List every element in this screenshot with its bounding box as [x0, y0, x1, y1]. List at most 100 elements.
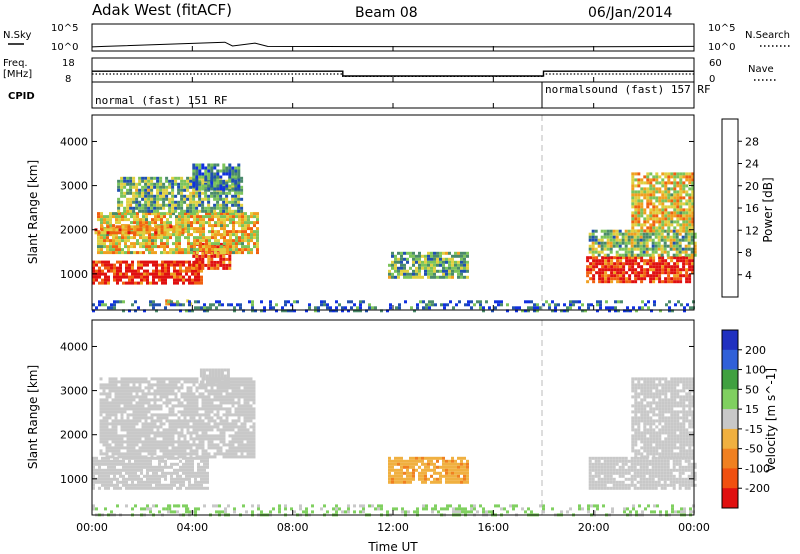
power-cells-cell: [652, 268, 656, 272]
vel-cells-cell: [211, 368, 215, 372]
power-cells-cell: [524, 309, 527, 313]
vel-cells-cell: [128, 471, 131, 475]
vel-cells-cell: [442, 468, 445, 472]
power-cells-cell: [222, 260, 226, 264]
power-cells-cell: [281, 306, 284, 310]
power-cells-cell: [530, 306, 533, 310]
vel-cells-cell: [114, 416, 118, 420]
power-cells-cell: [463, 263, 466, 267]
power-cells-cell: [412, 272, 415, 276]
vel-cells-cell: [445, 474, 448, 478]
power-cells-cell: [101, 269, 104, 273]
power-cells-cell: [168, 209, 172, 213]
power-cells-cell: [120, 191, 124, 195]
power-cells-cell: [180, 182, 184, 186]
power-cells-cell: [247, 233, 250, 237]
vel-cells-cell: [156, 413, 160, 417]
power-cells-cell: [591, 253, 595, 257]
power-cells-cell: [164, 266, 167, 270]
power-cells-cell: [113, 275, 116, 279]
power-cells-cell: [645, 247, 649, 251]
vel-cells-cell: [99, 404, 103, 408]
vel-cells-cell: [445, 477, 448, 481]
power-cells-cell: [118, 245, 121, 249]
power-cells-cell: [194, 275, 197, 279]
vel-cells-cell: [246, 428, 250, 432]
vel-cells-cell: [189, 410, 193, 414]
vel-cells-cell: [122, 483, 125, 487]
power-cells-cell: [205, 236, 208, 240]
power-cells-cell: [604, 256, 608, 260]
power-cells-cell: [667, 193, 671, 197]
vel-cells-cell: [126, 422, 130, 426]
vel-cells-cell: [132, 452, 136, 456]
vel-cells-cell: [117, 446, 121, 450]
power-cells-cell: [430, 275, 433, 279]
vel-cells-cell: [156, 434, 160, 438]
vel-cells-cell: [125, 468, 128, 472]
power-cells-cell: [433, 257, 436, 261]
vel-cells-cell: [403, 462, 406, 466]
power-cells-cell: [124, 231, 128, 235]
power-cells-cell: [643, 217, 647, 221]
vel-cells-cell: [153, 446, 157, 450]
power-cells-cell: [162, 200, 166, 204]
power-cells-cell: [643, 208, 647, 212]
vel-cells-cell: [216, 443, 220, 447]
power-cells-cell: [140, 260, 143, 264]
power-cells-cell: [109, 218, 112, 222]
vel-cells-cell: [177, 449, 181, 453]
power-cells-cell: [226, 248, 229, 252]
power-cells-cell: [143, 260, 146, 264]
vel-cells-cell: [445, 468, 448, 472]
power-cells-cell: [207, 184, 211, 188]
power-cells-cell: [211, 236, 214, 240]
vel-cells-cell: [180, 419, 184, 423]
power-cells-cell: [649, 274, 653, 278]
vel-cells-cell: [129, 431, 133, 435]
power-cells-cell: [141, 197, 145, 201]
vel-cells-cell: [433, 471, 436, 475]
power-cells-cell: [569, 306, 572, 310]
vel-cells-cell: [92, 468, 95, 472]
power-cells-cell: [616, 274, 620, 278]
vel-cells-cell: [159, 434, 163, 438]
power-cells-cell: [679, 187, 683, 191]
power-cells-cell: [155, 263, 158, 267]
vel-cells-cell: [627, 471, 631, 475]
power-cells-cell: [129, 176, 133, 180]
power-cells-cell: [211, 224, 214, 228]
power-cells-cell: [631, 226, 635, 230]
power-cells-cell: [664, 223, 668, 227]
power-cells-cell: [619, 271, 623, 275]
vel-cells-cell: [107, 459, 110, 463]
power-cells-cell: [147, 182, 151, 186]
vel-cells-cell: [249, 383, 253, 387]
power-cells-cell: [604, 280, 608, 284]
vel-cells-cell: [177, 425, 181, 429]
power-cells-cell: [172, 251, 175, 255]
vel-cells-cell: [463, 474, 466, 478]
power-cells-cell: [643, 262, 647, 266]
power-cells-cell: [204, 263, 208, 267]
vel-cells-cell: [237, 395, 241, 399]
power-cells-cell: [109, 221, 112, 225]
vel-cells-cell: [198, 416, 202, 420]
power-cells-cell: [682, 196, 686, 200]
vel-cells-cell: [630, 462, 634, 466]
power-cells-cell: [606, 238, 610, 242]
power-cells-cell: [98, 300, 101, 304]
power-cells-cell: [152, 272, 155, 276]
power-cells-cell: [199, 233, 202, 237]
power-cells-cell: [117, 203, 121, 207]
power-cells-cell: [232, 239, 235, 243]
vel-cells-cell: [197, 462, 200, 466]
power-cells-cell: [649, 262, 653, 266]
vel-cells-cell: [219, 395, 223, 399]
power-cells-cell: [625, 262, 629, 266]
power-cells-cell: [684, 253, 688, 257]
power-cells-cell: [148, 242, 151, 246]
vel-cells-cell: [642, 462, 646, 466]
vel-cells-cell: [216, 389, 220, 393]
vel-cells-cell: [463, 477, 466, 481]
